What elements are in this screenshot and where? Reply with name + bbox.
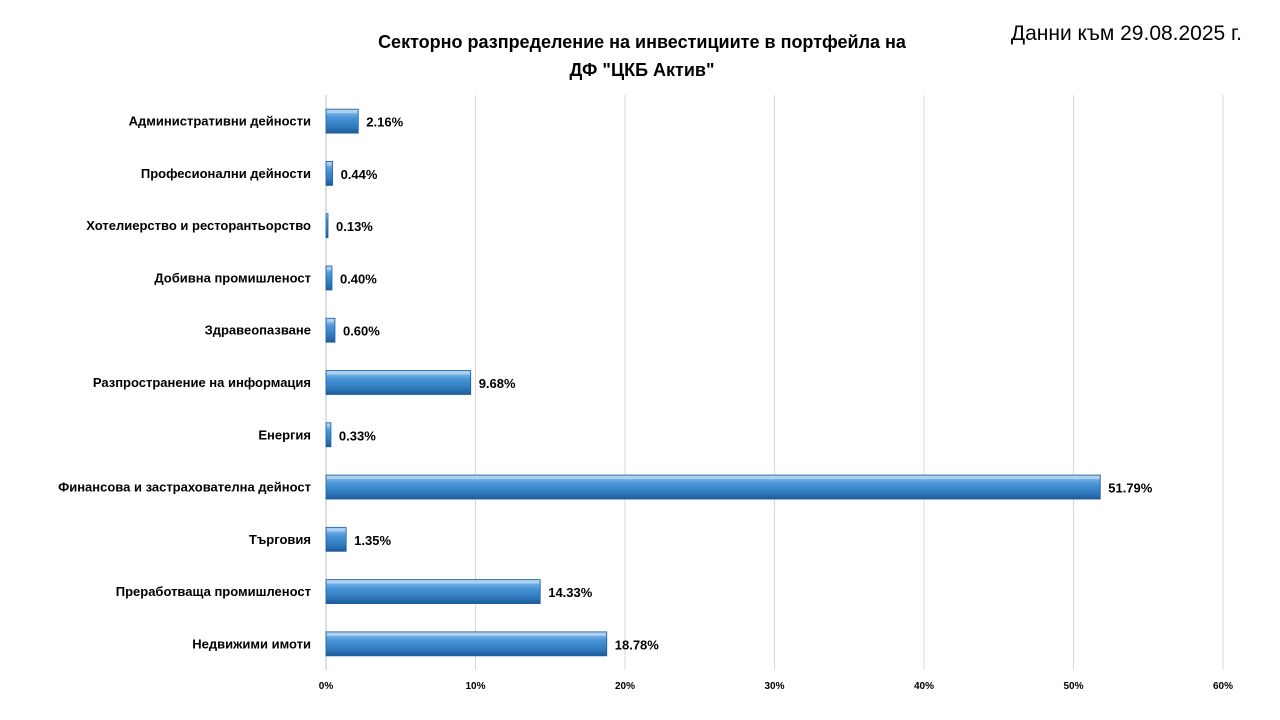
bar-highlight xyxy=(327,214,328,218)
bar xyxy=(325,317,336,343)
data-label: 0.60% xyxy=(343,324,380,339)
category-label: Административни дейности xyxy=(129,114,311,129)
bar-highlight xyxy=(327,528,346,532)
value-labels: 2.16% 0.44% 0.13% 0.40% 0.60% 9.68% 0.33% 51.79… xyxy=(336,115,1153,653)
data-label: 2.16% xyxy=(366,115,403,130)
x-axis-ticks: 0% 10% 20% 30% 40% 50% 60% xyxy=(319,681,1233,692)
data-label: 9.68% xyxy=(479,376,516,391)
bar xyxy=(325,161,333,186)
category-label: Енергия xyxy=(258,427,311,442)
bar-highlight xyxy=(327,162,332,166)
x-tick-label: 30% xyxy=(764,681,784,692)
date-note: Данни към 29.08.2025 г. xyxy=(1010,22,1242,45)
chart-title-line1: Секторно разпределение на инвестициите в… xyxy=(378,32,906,52)
category-label: Здравеопазване xyxy=(205,323,311,338)
chart-title: Секторно разпределение на инвестициите в… xyxy=(330,28,954,84)
bar-highlight xyxy=(327,476,1100,480)
bar-highlight xyxy=(327,266,331,270)
category-label: Добивна промишленост xyxy=(154,270,311,285)
x-tick-label: 10% xyxy=(465,681,485,692)
x-tick-label: 40% xyxy=(914,681,934,692)
bar xyxy=(325,265,333,291)
bar-highlight xyxy=(327,580,540,584)
bar xyxy=(325,213,329,239)
x-tick-label: 20% xyxy=(615,681,635,692)
category-label: Разпространение на информация xyxy=(93,375,311,390)
bar-highlight xyxy=(327,632,606,636)
category-label: Финансова и застрахователна дейност xyxy=(58,480,311,495)
bar-highlight xyxy=(327,110,358,114)
category-label: Търговия xyxy=(249,532,311,547)
chart-title-line2: ДФ "ЦКБ Актив" xyxy=(569,60,715,80)
bar xyxy=(325,422,332,448)
bar-highlight xyxy=(327,319,334,323)
data-label: 0.44% xyxy=(341,167,378,182)
category-label: Професионални дейности xyxy=(141,166,311,181)
category-labels: Административни дейности Професионални де… xyxy=(58,114,311,652)
x-tick-label: 60% xyxy=(1213,681,1233,692)
data-label: 0.33% xyxy=(339,428,376,443)
bar-highlight xyxy=(327,371,470,375)
data-label: 18.78% xyxy=(615,637,660,652)
data-label: 1.35% xyxy=(354,533,391,548)
x-tick-label: 50% xyxy=(1063,681,1083,692)
bar xyxy=(325,526,347,552)
x-tick-label: 0% xyxy=(319,681,334,692)
bars xyxy=(325,108,1101,657)
category-label: Недвижими имоти xyxy=(192,636,311,651)
bar-highlight xyxy=(327,423,330,427)
category-label: Преработваща промишленост xyxy=(116,584,311,599)
category-label: Хотелиерство и ресторантьорство xyxy=(86,218,311,233)
data-label: 14.33% xyxy=(548,585,593,600)
data-label: 0.40% xyxy=(340,271,377,286)
data-label: 0.13% xyxy=(336,219,373,234)
data-label: 51.79% xyxy=(1108,481,1153,496)
